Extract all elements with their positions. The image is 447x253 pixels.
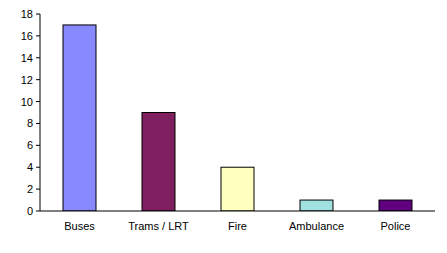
y-tick-label: 10 bbox=[21, 96, 33, 108]
bar bbox=[300, 200, 333, 211]
bar bbox=[142, 113, 175, 212]
y-tick-label: 6 bbox=[27, 139, 33, 151]
bar bbox=[63, 25, 96, 211]
x-axis bbox=[40, 211, 435, 212]
chart: 0 2 4 6 8 10 12 14 16 18 Buses Trams / LRT Fire Ambul… bbox=[0, 0, 447, 253]
y-tick bbox=[36, 189, 40, 190]
y-tick bbox=[36, 167, 40, 168]
x-tick-label: Buses bbox=[64, 220, 95, 232]
y-tick-label: 0 bbox=[27, 205, 33, 217]
y-tick bbox=[36, 57, 40, 58]
y-tick-label: 8 bbox=[27, 117, 33, 129]
x-tick-label: Trams / LRT bbox=[128, 220, 189, 232]
y-tick-label: 16 bbox=[21, 30, 33, 42]
bars bbox=[63, 25, 412, 211]
bar bbox=[379, 200, 412, 211]
y-tick-label: 12 bbox=[21, 74, 33, 86]
y-tick-label: 18 bbox=[21, 8, 33, 20]
y-tick bbox=[36, 101, 40, 102]
x-tick-label: Fire bbox=[228, 220, 247, 232]
y-axis bbox=[40, 14, 41, 211]
y-tick bbox=[36, 123, 40, 124]
y-tick-label: 2 bbox=[27, 183, 33, 195]
x-tick-label: Police bbox=[381, 220, 411, 232]
y-tick bbox=[36, 14, 40, 15]
x-tick-label: Ambulance bbox=[289, 220, 344, 232]
y-tick-label: 4 bbox=[27, 161, 33, 173]
y-tick bbox=[36, 145, 40, 146]
bar bbox=[221, 167, 254, 211]
y-tick bbox=[36, 79, 40, 80]
y-tick bbox=[36, 211, 40, 212]
y-tick-label: 14 bbox=[21, 52, 33, 64]
y-tick bbox=[36, 35, 40, 36]
